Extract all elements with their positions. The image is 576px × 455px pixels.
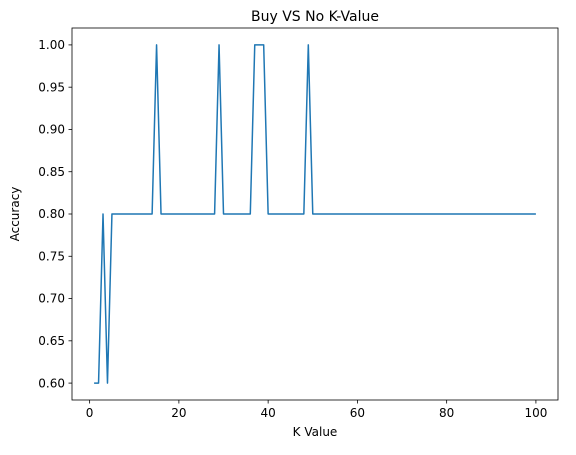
- y-tick-label: 1.00: [38, 38, 65, 52]
- series-layer: [94, 44, 536, 384]
- y-tick-label: 0.95: [38, 80, 65, 94]
- y-axis-label: Accuracy: [8, 187, 22, 242]
- chart-title: Buy VS No K-Value: [251, 9, 379, 25]
- x-tick-label: 100: [524, 406, 547, 420]
- y-tick-label: 0.85: [38, 165, 65, 179]
- y-tick-label: 0.80: [38, 207, 65, 221]
- x-tick-label: 20: [171, 406, 186, 420]
- x-tick-label: 80: [439, 406, 454, 420]
- y-axis: 0.60 0.65 0.70 0.75 0.80 0.85 0.90 0.95 1.00: [38, 38, 72, 390]
- x-axis-label: K Value: [293, 425, 338, 439]
- series-line-0: [94, 44, 536, 384]
- x-tick-label: 40: [260, 406, 275, 420]
- y-tick-label: 0.75: [38, 249, 65, 263]
- x-tick-label: 0: [86, 406, 94, 420]
- y-tick-label: 0.70: [38, 292, 65, 306]
- x-axis: 0 20 40 60 80 100: [86, 400, 547, 420]
- axes-frame: [71, 27, 559, 401]
- y-tick-label: 0.65: [38, 334, 65, 348]
- y-tick-label: 0.90: [38, 123, 65, 137]
- y-tick-label: 0.60: [38, 376, 65, 390]
- x-tick-label: 60: [350, 406, 365, 420]
